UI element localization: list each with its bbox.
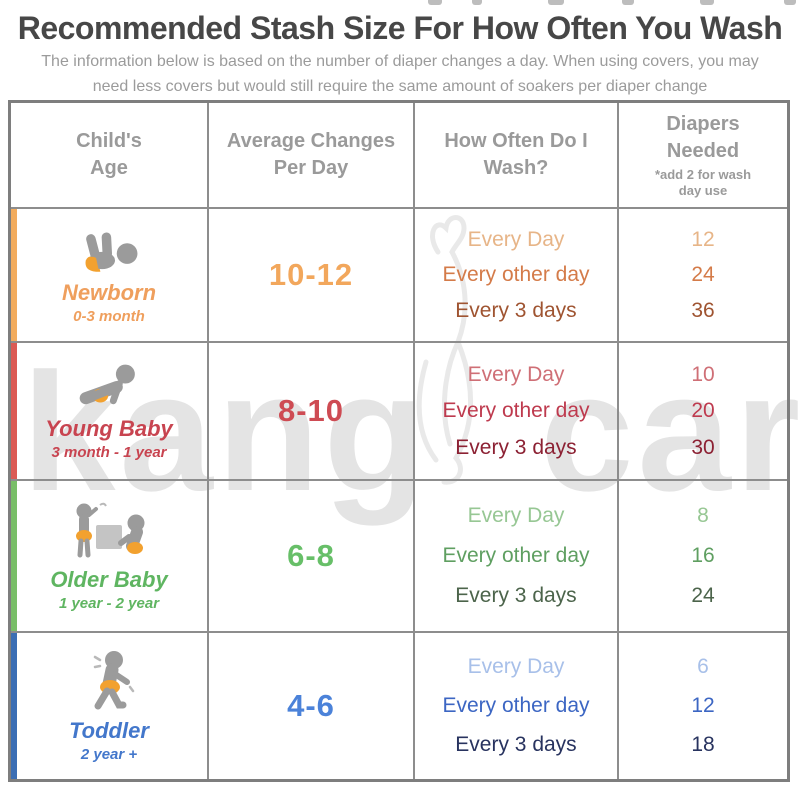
row-color-stripe (11, 209, 17, 341)
header-cell-changes: Average Changes Per Day (209, 103, 415, 207)
wash-option-label: Every 3 days (455, 435, 577, 459)
diapers-needed-value: 24 (691, 263, 715, 286)
diapers-needed-value: 12 (691, 694, 715, 717)
header-needed-label: Diapers Needed (666, 112, 740, 162)
age-range: 3 month - 1 year (51, 443, 167, 461)
wash-option-label: Every other day (442, 263, 590, 286)
age-group-name: Young Baby (45, 415, 173, 441)
cropped-edge-artifacts (0, 0, 800, 6)
header-cell-wash: How Often Do I Wash? (415, 103, 619, 207)
wash-option-label: Every Day (467, 362, 565, 386)
row-color-stripe (11, 633, 17, 779)
wash-frequency-cell: Every Day Every other day Every 3 days (415, 633, 619, 779)
changes-per-day-value: 4-6 (209, 633, 415, 779)
newborn-lying-baby-icon (85, 231, 138, 272)
diapers-needed-value: 30 (691, 435, 715, 459)
diapers-needed-value: 8 (697, 504, 709, 527)
wash-option-label: Every 3 days (455, 584, 577, 607)
header-needed-note: *add 2 for wash day use (654, 166, 752, 198)
wash-option-label: Every 3 days (455, 733, 577, 756)
diapers-needed-value: 20 (691, 399, 715, 422)
changes-per-day-value: 8-10 (209, 343, 415, 479)
crawling-baby-icon (79, 364, 135, 404)
header-age-label: Child's Age (76, 130, 142, 179)
header-cell-age: Child's Age (11, 103, 209, 207)
diapers-needed-cell: 12 24 36 (619, 209, 787, 341)
stash-size-table: Child's Age Average Changes Per Day How … (8, 100, 790, 782)
diapers-needed-value: 10 (691, 362, 715, 386)
wash-option-label: Every Day (467, 504, 565, 527)
changes-per-day-value: 6-8 (209, 481, 415, 631)
wash-option-label: Every other day (442, 399, 590, 422)
age-group-name: Newborn (61, 279, 157, 305)
header-cell-needed: Diapers Needed *add 2 for wash day use (619, 103, 787, 207)
wash-frequency-cell: Every Day Every other day Every 3 days (415, 481, 619, 631)
age-cell: Older Baby 1 year - 2 year (11, 481, 209, 631)
age-range: 0-3 month (73, 307, 145, 325)
diapers-needed-value: 6 (697, 655, 709, 678)
changes-per-day-value: 10-12 (209, 209, 415, 341)
age-range: 1 year - 2 year (58, 594, 160, 612)
age-cell: Young Baby 3 month - 1 year (11, 343, 209, 479)
header-wash-label: How Often Do I Wash? (444, 130, 588, 179)
age-group-name: Toddler (69, 717, 149, 743)
diapers-needed-value: 16 (691, 544, 715, 567)
diapers-needed-cell: 6 12 18 (619, 633, 787, 779)
row-color-stripe (11, 481, 17, 631)
wash-frequency-cell: Every Day Every other day Every 3 days (415, 209, 619, 341)
wash-option-label: Every Day (467, 227, 565, 251)
page-title: Recommended Stash Size For How Often You… (17, 10, 783, 46)
table-header-row: Child's Age Average Changes Per Day How … (11, 103, 787, 209)
table-row-toddler: Toddler 2 year + 4-6 Every Day Every oth… (11, 633, 787, 779)
wash-option-label: Every other day (442, 544, 590, 567)
age-cell: Toddler 2 year + (11, 633, 209, 779)
diapers-needed-value: 24 (691, 584, 715, 607)
row-color-stripe (11, 343, 17, 479)
diapers-needed-cell: 10 20 30 (619, 343, 787, 479)
playing-babies-icon (76, 502, 145, 557)
page-subtitle: The information below is based on the nu… (41, 53, 759, 95)
table-row-young-baby: Young Baby 3 month - 1 year 8-10 Every D… (11, 343, 787, 481)
diapers-needed-cell: 8 16 24 (619, 481, 787, 631)
walking-toddler-icon (93, 650, 135, 709)
wash-option-label: Every 3 days (455, 298, 577, 322)
wash-option-label: Every other day (442, 694, 590, 717)
diapers-needed-value: 36 (691, 298, 715, 322)
age-cell: Newborn 0-3 month (11, 209, 209, 341)
age-group-name: Older Baby (50, 566, 168, 592)
table-row-newborn: Newborn 0-3 month 10-12 Every Day Every … (11, 209, 787, 343)
age-range: 2 year + (80, 745, 138, 763)
diapers-needed-value: 18 (691, 733, 715, 756)
header-changes-label: Average Changes Per Day (226, 130, 396, 179)
wash-option-label: Every Day (467, 655, 565, 678)
diapers-needed-value: 12 (691, 227, 715, 251)
table-row-older-baby: Older Baby 1 year - 2 year 6-8 Every Day… (11, 481, 787, 633)
wash-frequency-cell: Every Day Every other day Every 3 days (415, 343, 619, 479)
